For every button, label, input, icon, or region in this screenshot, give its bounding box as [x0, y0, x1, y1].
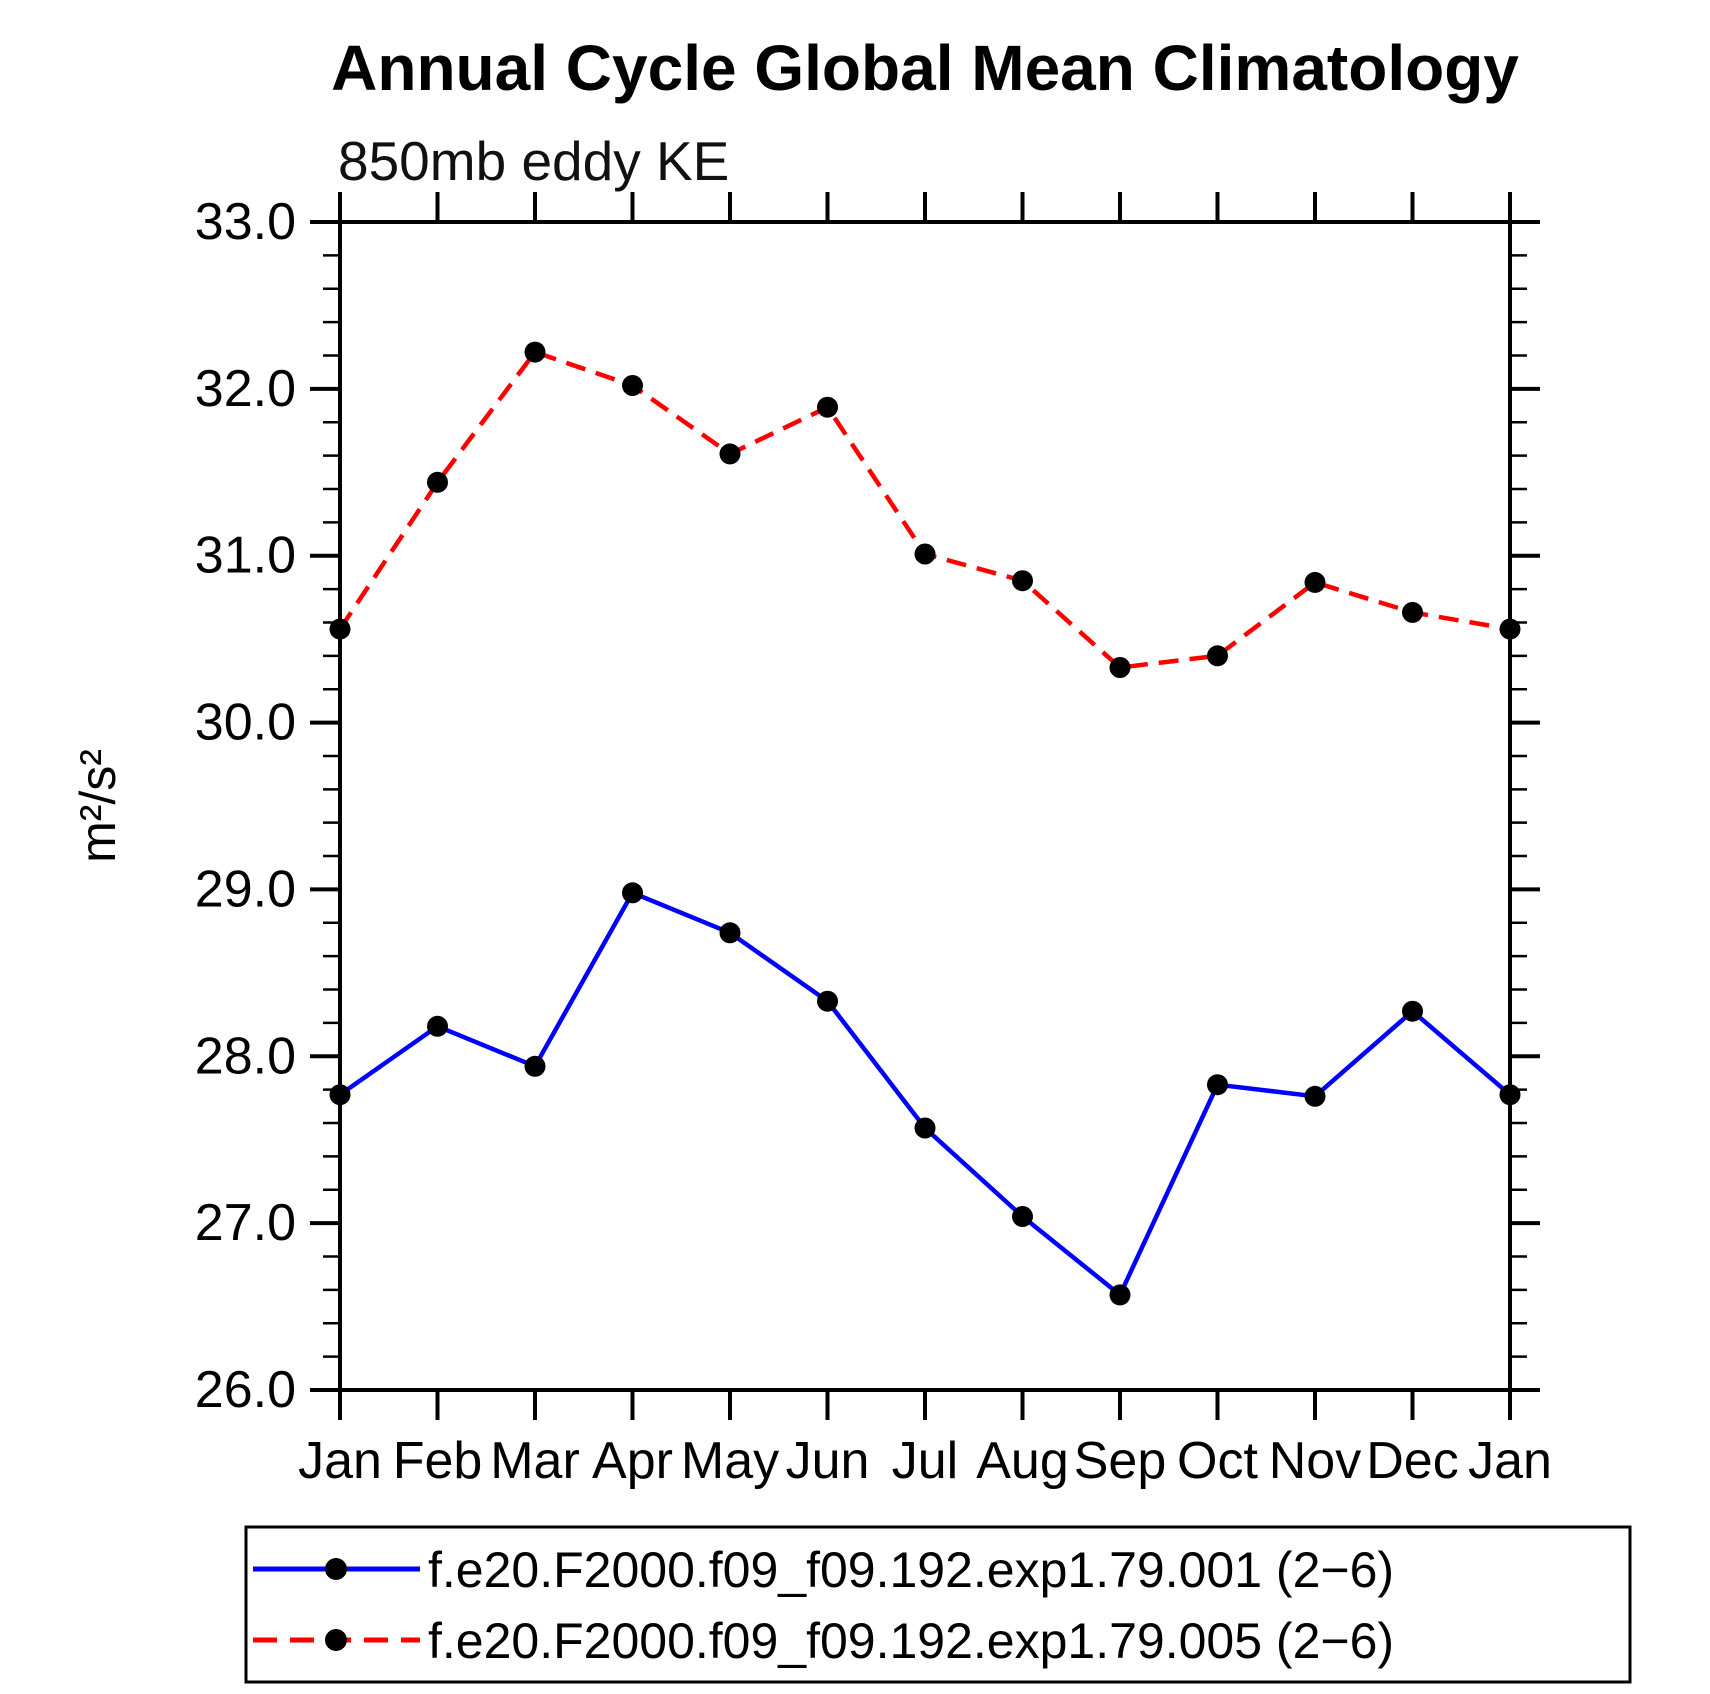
data-point-marker: [1304, 1085, 1326, 1107]
x-axis-month-label: Aug: [976, 1432, 1069, 1490]
data-point-marker: [1012, 1206, 1033, 1227]
data-point-marker: [524, 1055, 546, 1077]
data-point-marker: [719, 922, 741, 944]
y-axis-tick-label: 29.0: [195, 860, 296, 918]
y-axis-tick-label: 30.0: [195, 694, 296, 752]
data-point-marker: [914, 543, 936, 565]
data-point-marker: [1207, 645, 1228, 667]
legend-box: [244, 1525, 1632, 1684]
y-axis-tick-labels: 26.0 27.0 28.0 29.0 30.0 31.0 32.0 33.0: [195, 193, 296, 1419]
x-axis-month-label: Jul: [892, 1432, 958, 1490]
data-point-marker: [1402, 601, 1423, 623]
data-point-marker: [1304, 571, 1326, 593]
data-point-marker: [524, 341, 546, 363]
x-axis-month-label: Oct: [1177, 1432, 1258, 1490]
y-axis-tick-label: 27.0: [195, 1194, 296, 1252]
y-axis-tick-label: 32.0: [195, 360, 296, 418]
series-line-blue-solid: [338, 890, 1512, 1298]
x-axis-month-label: Mar: [490, 1432, 580, 1490]
data-point-marker: [329, 1084, 351, 1106]
y-axis-tick-label: 28.0: [195, 1027, 296, 1085]
x-axis-month-label: Sep: [1074, 1432, 1167, 1490]
chart-title: Annual Cycle Global Mean Climatology: [331, 32, 1519, 104]
data-point-marker: [1499, 1084, 1521, 1106]
plot-frame-rect: [338, 220, 1512, 1392]
legend-label-005: f.e20.F2000.f09_f09.192.exp1.79.005 (2−6…: [428, 1613, 1394, 1669]
y-axis-unit-label: m²/s²: [70, 749, 126, 863]
y-axis-tick-label: 33.0: [195, 193, 296, 251]
x-axis-month-label: Nov: [1269, 1432, 1361, 1490]
y-axis-tick-label: 31.0: [195, 527, 296, 585]
data-point-marker: [427, 471, 448, 493]
data-series: [329, 341, 1521, 1306]
legend-entry-005: f.e20.F2000.f09_f09.192.exp1.79.005 (2−6…: [253, 1613, 1394, 1669]
data-point-marker: [1402, 1000, 1423, 1022]
legend-entry-001: f.e20.F2000.f09_f09.192.exp1.79.001 (2−6…: [253, 1542, 1394, 1598]
x-axis-month-label: Feb: [393, 1432, 483, 1490]
chart-subtitle: 850mb eddy KE: [338, 130, 729, 192]
series-line-red-dashed: [338, 349, 1511, 670]
legend-marker-dot-icon: [325, 1629, 347, 1651]
legend-marker-dot-icon: [325, 1558, 347, 1580]
data-point-marker: [1012, 570, 1033, 592]
legend-label-001: f.e20.F2000.f09_f09.192.exp1.79.001 (2−6…: [428, 1542, 1394, 1598]
data-point-marker: [914, 1117, 936, 1139]
data-point-marker: [719, 443, 741, 465]
data-point-marker: [817, 396, 838, 418]
data-point-marker: [1109, 1284, 1131, 1306]
x-axis-month-label: Jan: [1468, 1432, 1552, 1490]
x-axis-month-label: May: [681, 1432, 779, 1490]
x-axis-month-label: Jan: [298, 1432, 382, 1490]
data-point-marker: [622, 375, 643, 396]
data-point-marker: [622, 882, 643, 904]
data-point-marker: [1109, 657, 1131, 678]
x-axis-month-label: Apr: [592, 1432, 673, 1490]
x-axis-ticks: [338, 192, 1512, 1420]
data-point-marker: [817, 990, 838, 1012]
plot-frame: [338, 220, 1512, 1392]
x-axis-month-label: Dec: [1366, 1432, 1458, 1490]
data-point-marker: [427, 1015, 448, 1037]
legend: f.e20.F2000.f09_f09.192.exp1.79.001 (2−6…: [244, 1525, 1632, 1684]
y-axis-tick-label: 26.0: [195, 1361, 296, 1419]
data-point-marker: [329, 618, 351, 640]
x-axis-month-label: Jun: [786, 1432, 870, 1490]
data-point-marker: [1207, 1074, 1228, 1096]
data-point-marker: [1499, 618, 1521, 640]
y-axis-ticks: [310, 220, 1540, 1392]
x-axis-month-labels: Jan Feb Mar Apr May Jun Jul Aug Sep Oct Nov Dec Jan: [298, 1432, 1552, 1490]
